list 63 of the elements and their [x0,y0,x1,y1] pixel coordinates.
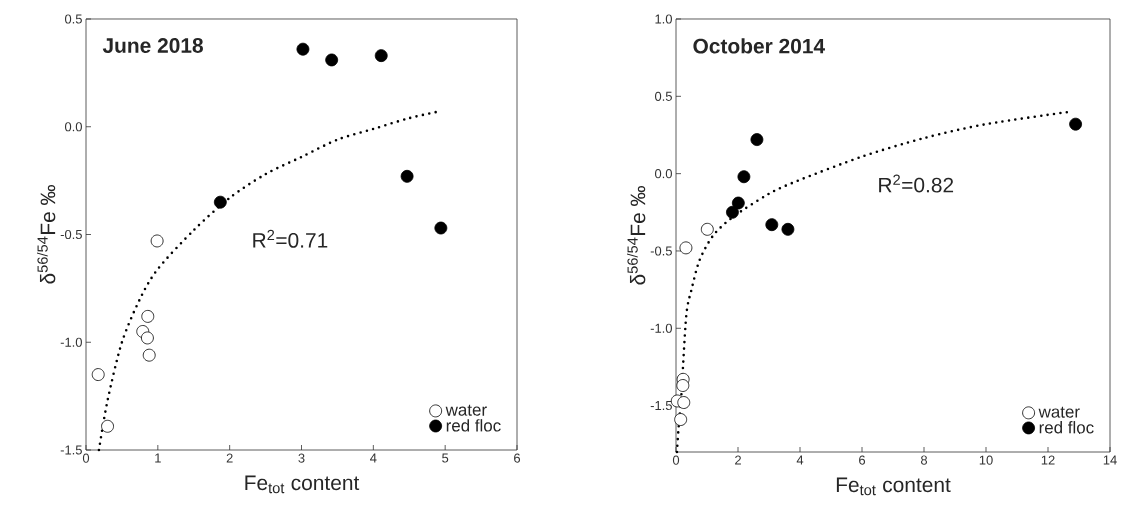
y-axis-title: δ$^{56/54}$Fe ‰ [627,186,646,285]
x-tick-label: 10 [979,455,993,465]
y-tick-label: 1.0 [655,14,672,24]
x-tick-label: 6 [859,455,866,465]
x-tick-label: 2 [735,455,741,465]
legend-label: water [445,404,487,416]
point [142,348,156,362]
x-tick-label: 0 [672,455,680,465]
point [677,396,691,409]
x-tick-label: 4 [796,455,804,465]
point [765,218,779,232]
point [374,49,388,63]
legend-label: red floc [1039,421,1094,434]
y-tick-label: 0.0 [654,169,672,179]
x-tick-label: 4 [370,453,377,463]
x-axis-title: Fe$_{tot}$ content [245,475,360,494]
x-tick-label: 0 [82,453,90,463]
point [325,53,339,67]
point [700,222,714,236]
point [141,331,154,345]
text: October 2014 [693,38,825,54]
point [731,196,745,210]
y-tick-label: -1.5 [650,401,672,411]
text: June 2018 [102,38,203,53]
point [674,413,688,426]
point [434,221,448,235]
y-tick-label: 0.5 [64,14,82,24]
annotation: R$^{2}$=0.82 [879,174,954,193]
legend-label: water [1038,406,1080,418]
x-axis-title: Fe$_{tot}$ content [836,477,951,496]
y-axis-title: δ$^{56/54}$Fe ‰ [37,185,56,284]
x-tick-label: 6 [514,453,521,463]
point [1069,117,1082,131]
point [781,222,795,236]
x-tick-label: 14 [1103,455,1117,465]
point [296,42,310,56]
y-tick-label: 0.5 [654,91,672,101]
x-tick-label: 2 [226,453,233,463]
point [91,368,105,381]
point [726,205,739,219]
point [737,170,751,184]
y-tick-label: 0.0 [64,122,82,132]
point [101,419,114,433]
point [400,169,414,183]
x-tick-label: 12 [1041,455,1055,465]
x-tick-label: 1 [155,453,161,463]
point [150,234,164,248]
line-series [97,110,440,452]
legend-label: red floc [446,419,501,432]
annotation: R$^{2}$=0.71 [253,229,328,248]
point [679,241,693,255]
y-tick-label: -1.0 [650,323,672,333]
x-tick-label: 8 [920,455,928,465]
y-tick-label: -0.5 [60,229,82,240]
point [676,379,690,392]
y-tick-label: -1.5 [60,445,82,455]
y-tick-label: -0.5 [650,246,672,256]
x-tick-label: 3 [298,453,305,463]
x-tick-label: 5 [442,453,449,463]
point [213,195,227,209]
point [141,309,155,323]
y-tick-label: -1.0 [60,337,82,347]
point [750,133,764,147]
